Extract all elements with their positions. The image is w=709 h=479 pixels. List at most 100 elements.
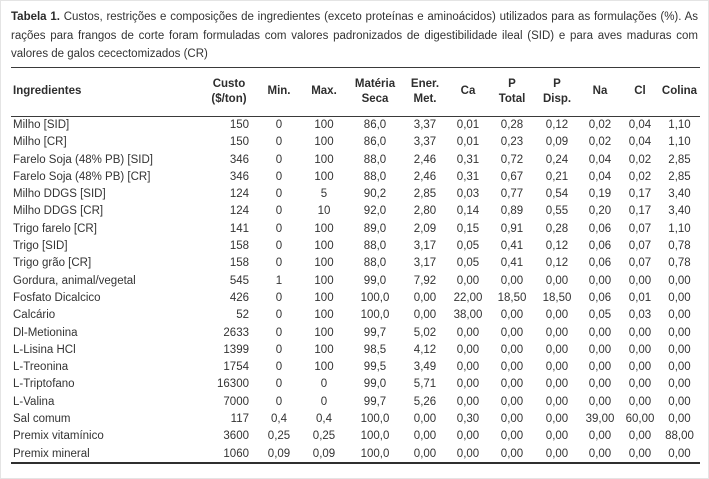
value-custo: 1060 xyxy=(201,445,257,465)
value-max: 100 xyxy=(314,170,334,183)
ingredient-name: L-Triptofano xyxy=(13,378,75,391)
column-header-max: Max. xyxy=(301,66,347,117)
value-na: 0,00 xyxy=(588,430,612,443)
value-materia_seca: 92,0 xyxy=(363,205,387,218)
value-max: 100 xyxy=(314,136,334,149)
value-p_disp: 0,00 xyxy=(545,378,569,391)
value-materia_seca: 89,0 xyxy=(363,222,387,235)
ingredient-name: Calcário xyxy=(13,309,56,322)
value-p_disp: 0,00 xyxy=(545,413,569,426)
value-min: 0 xyxy=(275,205,283,218)
column-header-ener_met: Ener. Met. xyxy=(403,66,447,117)
value-cl: 0,00 xyxy=(628,395,652,408)
value-custo: 426 xyxy=(229,291,249,304)
value-na: 39,00 xyxy=(585,413,615,426)
column-header-colina: Colina xyxy=(659,66,700,117)
value-ca: 0,31 xyxy=(456,170,480,183)
value-p_total: 0,77 xyxy=(500,188,524,201)
ingredient-name: Milho [CR] xyxy=(13,136,67,149)
value-ener_met: 4,12 xyxy=(413,343,437,356)
value-ener_met: 3,49 xyxy=(413,361,437,374)
value-custo: 545 xyxy=(229,274,249,287)
value-min: 0 xyxy=(275,343,283,356)
value-p_total: 0,00 xyxy=(500,309,524,322)
table-caption: Tabela 1. Custos, restrições e composiçõ… xyxy=(11,8,698,64)
value-p_total: 0,28 xyxy=(500,119,524,131)
table-header: Ingredientes Custo ($/ton) Min. Max. Matéria S… xyxy=(11,66,700,117)
value-custo: 141 xyxy=(229,222,249,235)
value-max: 100 xyxy=(314,326,334,339)
value-na: 0,00 xyxy=(588,378,612,391)
table-row: L-Treonina 1754 0 100 99,5 3,49 0,00 0,00 0,00 0,… xyxy=(11,359,700,376)
value-p_disp: 0,28 xyxy=(545,222,569,235)
table-row: Fosfato Dicalcico 426 0 100 100,0 0,00 22,00 18… xyxy=(11,289,700,306)
value-p_disp: 0,00 xyxy=(545,395,569,408)
value-materia_seca: 99,0 xyxy=(363,274,387,287)
ingredient-name: Trigo grão [CR] xyxy=(13,257,92,270)
value-max: 100 xyxy=(314,119,334,131)
value-p_total: 0,00 xyxy=(500,274,524,287)
column-header-p_disp: P Disp. xyxy=(535,66,579,117)
value-p_disp: 0,55 xyxy=(545,205,569,218)
value-na: 0,04 xyxy=(588,170,612,183)
value-cl: 0,04 xyxy=(628,119,652,131)
value-custo: 158 xyxy=(229,240,249,253)
table-row: Milho [CR] 150 0 100 86,0 3,37 0,01 0,23 0,09 0,0… xyxy=(11,134,700,151)
value-ca: 0,00 xyxy=(456,343,480,356)
value-materia_seca: 100,0 xyxy=(360,291,390,304)
value-p_disp: 0,24 xyxy=(545,153,569,166)
ingredient-name: Farelo Soja (48% PB) [CR] xyxy=(13,170,151,183)
value-ener_met: 0,00 xyxy=(403,445,447,465)
value-materia_seca: 99,7 xyxy=(363,395,387,408)
table-row: Trigo [SID] 158 0 100 88,0 3,17 0,05 0,41 0,12 0,… xyxy=(11,238,700,255)
value-ca: 22,00 xyxy=(453,291,483,304)
value-colina: 0,00 xyxy=(668,326,691,339)
value-materia_seca: 88,0 xyxy=(363,153,387,166)
table-row: Farelo Soja (48% PB) [CR] 346 0 100 88,0 2,46… xyxy=(11,168,700,185)
value-cl: 0,07 xyxy=(628,257,652,270)
value-p_disp: 0,00 xyxy=(545,343,569,356)
value-materia_seca: 88,0 xyxy=(363,240,387,253)
value-p_disp: 18,50 xyxy=(542,291,572,304)
ingredient-name: Sal comum xyxy=(13,413,71,426)
value-max: 0 xyxy=(320,395,328,408)
value-na: 0,06 xyxy=(588,222,612,235)
value-cl: 0,00 xyxy=(628,430,652,443)
value-min: 0 xyxy=(275,378,283,391)
value-custo: 1399 xyxy=(223,343,249,356)
value-max: 10 xyxy=(317,205,331,218)
value-ener_met: 0,00 xyxy=(413,291,437,304)
value-custo: 124 xyxy=(229,205,249,218)
value-na: 0,00 xyxy=(588,326,612,339)
value-colina: 1,10 xyxy=(668,222,691,235)
table-row: Milho [SID] 150 0 100 86,0 3,37 0,01 0,28 0,12 0,… xyxy=(11,116,700,134)
table-row: Premix mineral 1060 0,09 0,09 100,0 0,00 0,00 0… xyxy=(11,445,700,465)
value-min: 0 xyxy=(275,395,283,408)
value-colina: 3,40 xyxy=(668,188,691,201)
table-row: L-Triptofano 16300 0 0 99,0 5,71 0,00 0,00 0,00 0… xyxy=(11,376,700,393)
value-custo: 124 xyxy=(229,188,249,201)
column-header-p_total: P Total xyxy=(489,66,535,117)
value-cl: 0,02 xyxy=(628,153,652,166)
value-ener_met: 3,37 xyxy=(413,119,437,131)
value-max: 100 xyxy=(314,222,334,235)
value-ener_met: 5,26 xyxy=(413,395,437,408)
value-min: 0 xyxy=(275,240,283,253)
value-max: 100 xyxy=(314,240,334,253)
value-ener_met: 3,17 xyxy=(413,240,437,253)
value-max: 0,4 xyxy=(316,413,332,426)
value-min: 0 xyxy=(275,170,283,183)
value-na: 0,05 xyxy=(588,309,612,322)
column-header-ca: Ca xyxy=(447,66,489,117)
table-row: Farelo Soja (48% PB) [SID] 346 0 100 88,0 2,4… xyxy=(11,151,700,168)
column-header-custo: Custo ($/ton) xyxy=(201,66,257,117)
value-min: 0 xyxy=(275,188,283,201)
value-materia_seca: 100,0 xyxy=(360,413,390,426)
ingredient-name: Milho DDGS [SID] xyxy=(13,188,106,201)
ingredient-name: Gordura, animal/vegetal xyxy=(13,274,136,287)
column-header-cl: Cl xyxy=(621,66,659,117)
value-p_total: 0,00 xyxy=(500,430,524,443)
value-max: 100 xyxy=(314,361,334,374)
value-min: 0,09 xyxy=(257,445,301,465)
value-ca: 38,00 xyxy=(453,309,483,322)
